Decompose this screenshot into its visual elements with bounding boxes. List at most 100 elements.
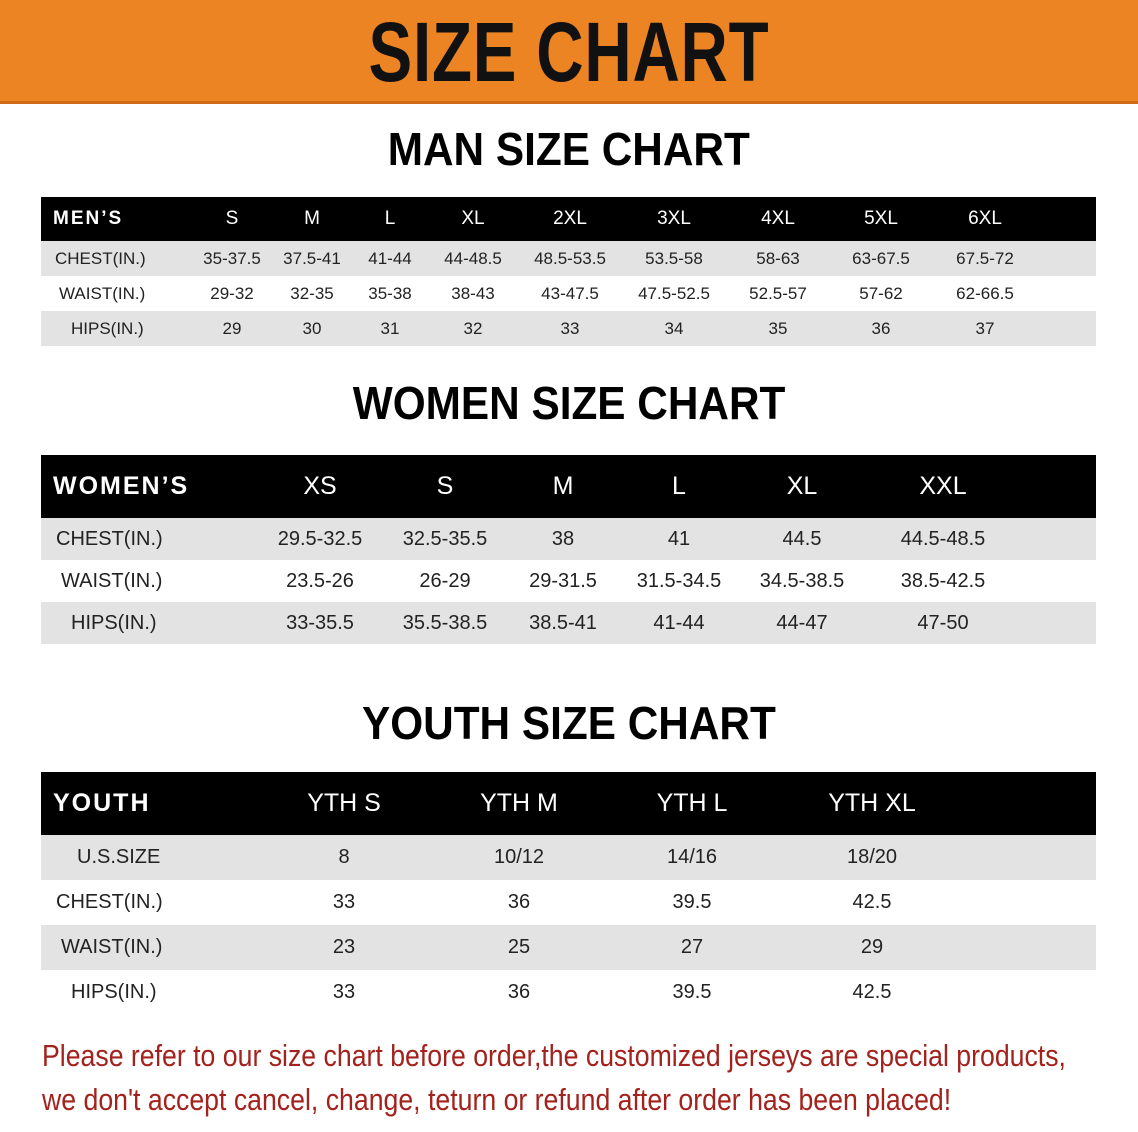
size-header-cell: XXL [919, 472, 967, 500]
table-title-cell: YOUTH [53, 789, 151, 817]
table-row: WAIST(IN.) 23 25 27 29 [41, 925, 1096, 970]
table-cell: 41-44 [653, 611, 705, 634]
table-cell: 39.5 [672, 981, 712, 1003]
table-row: CHEST(IN.) 29.5-32.5 32.5-35.5 38 41 44.5 44.5… [41, 518, 1096, 560]
table-title-cell: WOMEN’S [53, 472, 190, 500]
table-cell: 29-32 [210, 283, 254, 303]
table-cell: 44-47 [776, 611, 828, 634]
table-cell: 23 [332, 936, 356, 958]
table-cell: 23.5-26 [286, 569, 354, 592]
notice-line-1: Please refer to our size chart before or… [42, 1038, 1066, 1073]
table-cell: 37 [975, 318, 995, 338]
row-label: WAIST(IN.) [59, 283, 146, 303]
table-cell: 34 [664, 318, 684, 338]
table-cell: 67.5-72 [956, 248, 1014, 268]
table-cell: 41 [667, 527, 691, 550]
men-title-text: MAN SIZE CHART [387, 123, 751, 175]
row-label: WAIST(IN.) [61, 569, 163, 592]
table-row: HIPS(IN.) 33-35.5 35.5-38.5 38.5-41 41-44 44-… [41, 602, 1096, 644]
table-cell: 33-35.5 [286, 611, 354, 634]
women-title: WOMEN SIZE CHART [0, 376, 1138, 430]
table-cell: 33 [332, 981, 356, 1003]
size-header-cell: XL [786, 472, 818, 500]
size-header-cell: L [672, 472, 686, 500]
row-label: U.S.SIZE [77, 846, 161, 868]
table-cell: 29.5-32.5 [277, 527, 363, 550]
table-cell: 58-63 [756, 248, 800, 268]
table-cell: 41-44 [368, 248, 412, 268]
size-header-cell: YTH M [480, 789, 558, 817]
table-cell: 31 [380, 318, 400, 338]
table-cell: 42.5 [852, 981, 892, 1003]
row-label: CHEST(IN.) [55, 248, 146, 268]
women-size-table: WOMEN’S XS S M L XL XXL CHEST(IN.) 29.5-32.5 32.5… [41, 455, 1096, 644]
size-header-cell: YTH S [307, 789, 381, 817]
table-cell: 35.5-38.5 [402, 611, 488, 634]
table-cell: 32 [463, 318, 483, 338]
row-label: CHEST(IN.) [56, 891, 163, 913]
table-cell: 52.5-57 [749, 283, 807, 303]
table-cell: 48.5-53.5 [534, 248, 606, 268]
youth-size-table: YOUTH YTH S YTH M YTH L YTH XL U.S.SIZE 8 10/12… [41, 772, 1096, 1015]
table-cell: 44.5-48.5 [900, 527, 986, 550]
table-row: HIPS(IN.) 33 36 39.5 42.5 [41, 970, 1096, 1015]
table-cell: 44-48.5 [444, 248, 502, 268]
table-cell: 38.5-41 [529, 611, 597, 634]
table-cell: 38-43 [451, 283, 495, 303]
table-row: U.S.SIZE 8 10/12 14/16 18/20 [41, 835, 1096, 880]
table-cell: 47-50 [917, 611, 969, 634]
table-cell: 29-31.5 [529, 569, 597, 592]
row-label: HIPS(IN.) [71, 611, 157, 634]
women-title-text: WOMEN SIZE CHART [352, 377, 786, 429]
table-row: WAIST(IN.) 29-32 32-35 35-38 38-43 43-47.5 47.… [41, 276, 1096, 311]
table-cell: 63-67.5 [852, 248, 910, 268]
size-header-cell: S [225, 208, 239, 229]
youth-title: YOUTH SIZE CHART [0, 696, 1138, 750]
table-cell: 27 [680, 936, 704, 958]
men-size-table: MEN’S S M L XL 2XL 3XL 4XL 5XL 6XL CHEST(IN.) 35-37… [41, 197, 1096, 346]
size-header-cell: 4XL [761, 208, 795, 229]
table-header-row: YOUTH YTH S YTH M YTH L YTH XL [41, 772, 1096, 835]
table-cell: 33 [560, 318, 580, 338]
table-cell: 35-37.5 [203, 248, 261, 268]
row-label: HIPS(IN.) [71, 318, 144, 338]
table-cell: 10/12 [493, 846, 545, 868]
size-header-cell: XL [461, 208, 485, 229]
size-header-cell: 6XL [968, 208, 1002, 229]
table-cell: 36 [507, 981, 531, 1003]
table-cell: 29 [222, 318, 242, 338]
size-header-cell: 5XL [864, 208, 898, 229]
table-header-row: WOMEN’S XS S M L XL XXL [41, 455, 1096, 518]
table-cell: 37.5-41 [283, 248, 341, 268]
size-header-cell: M [552, 472, 574, 500]
row-label: CHEST(IN.) [56, 527, 163, 550]
notice-line-2: we don't accept cancel, change, teturn o… [42, 1082, 952, 1117]
table-row: CHEST(IN.) 33 36 39.5 42.5 [41, 880, 1096, 925]
table-row: CHEST(IN.) 35-37.5 37.5-41 41-44 44-48.5 48.5… [41, 241, 1096, 276]
table-row: WAIST(IN.) 23.5-26 26-29 29-31.5 31.5-34.5 34… [41, 560, 1096, 602]
size-header-cell: 3XL [657, 208, 691, 229]
row-label: WAIST(IN.) [61, 936, 163, 958]
banner-title: SIZE CHART [368, 5, 770, 99]
table-cell: 35 [768, 318, 788, 338]
table-cell: 44.5 [782, 527, 822, 550]
table-cell: 30 [302, 318, 322, 338]
table-cell: 38.5-42.5 [900, 569, 986, 592]
table-cell: 53.5-58 [645, 248, 703, 268]
table-row: HIPS(IN.) 29 30 31 32 33 34 35 36 37 [41, 311, 1096, 346]
table-cell: 42.5 [852, 891, 892, 913]
table-cell: 25 [507, 936, 531, 958]
youth-title-text: YOUTH SIZE CHART [362, 697, 776, 749]
size-header-cell: YTH L [656, 789, 728, 817]
table-cell: 32-35 [290, 283, 334, 303]
banner: SIZE CHART [0, 0, 1138, 104]
size-header-cell: XS [303, 472, 337, 500]
size-header-cell: S [436, 472, 454, 500]
size-header-cell: YTH XL [828, 789, 916, 817]
table-cell: 38 [551, 527, 575, 550]
table-cell: 35-38 [368, 283, 412, 303]
size-header-cell: L [384, 208, 396, 229]
table-cell: 26-29 [419, 569, 471, 592]
table-cell: 33 [332, 891, 356, 913]
row-label: HIPS(IN.) [71, 981, 157, 1003]
